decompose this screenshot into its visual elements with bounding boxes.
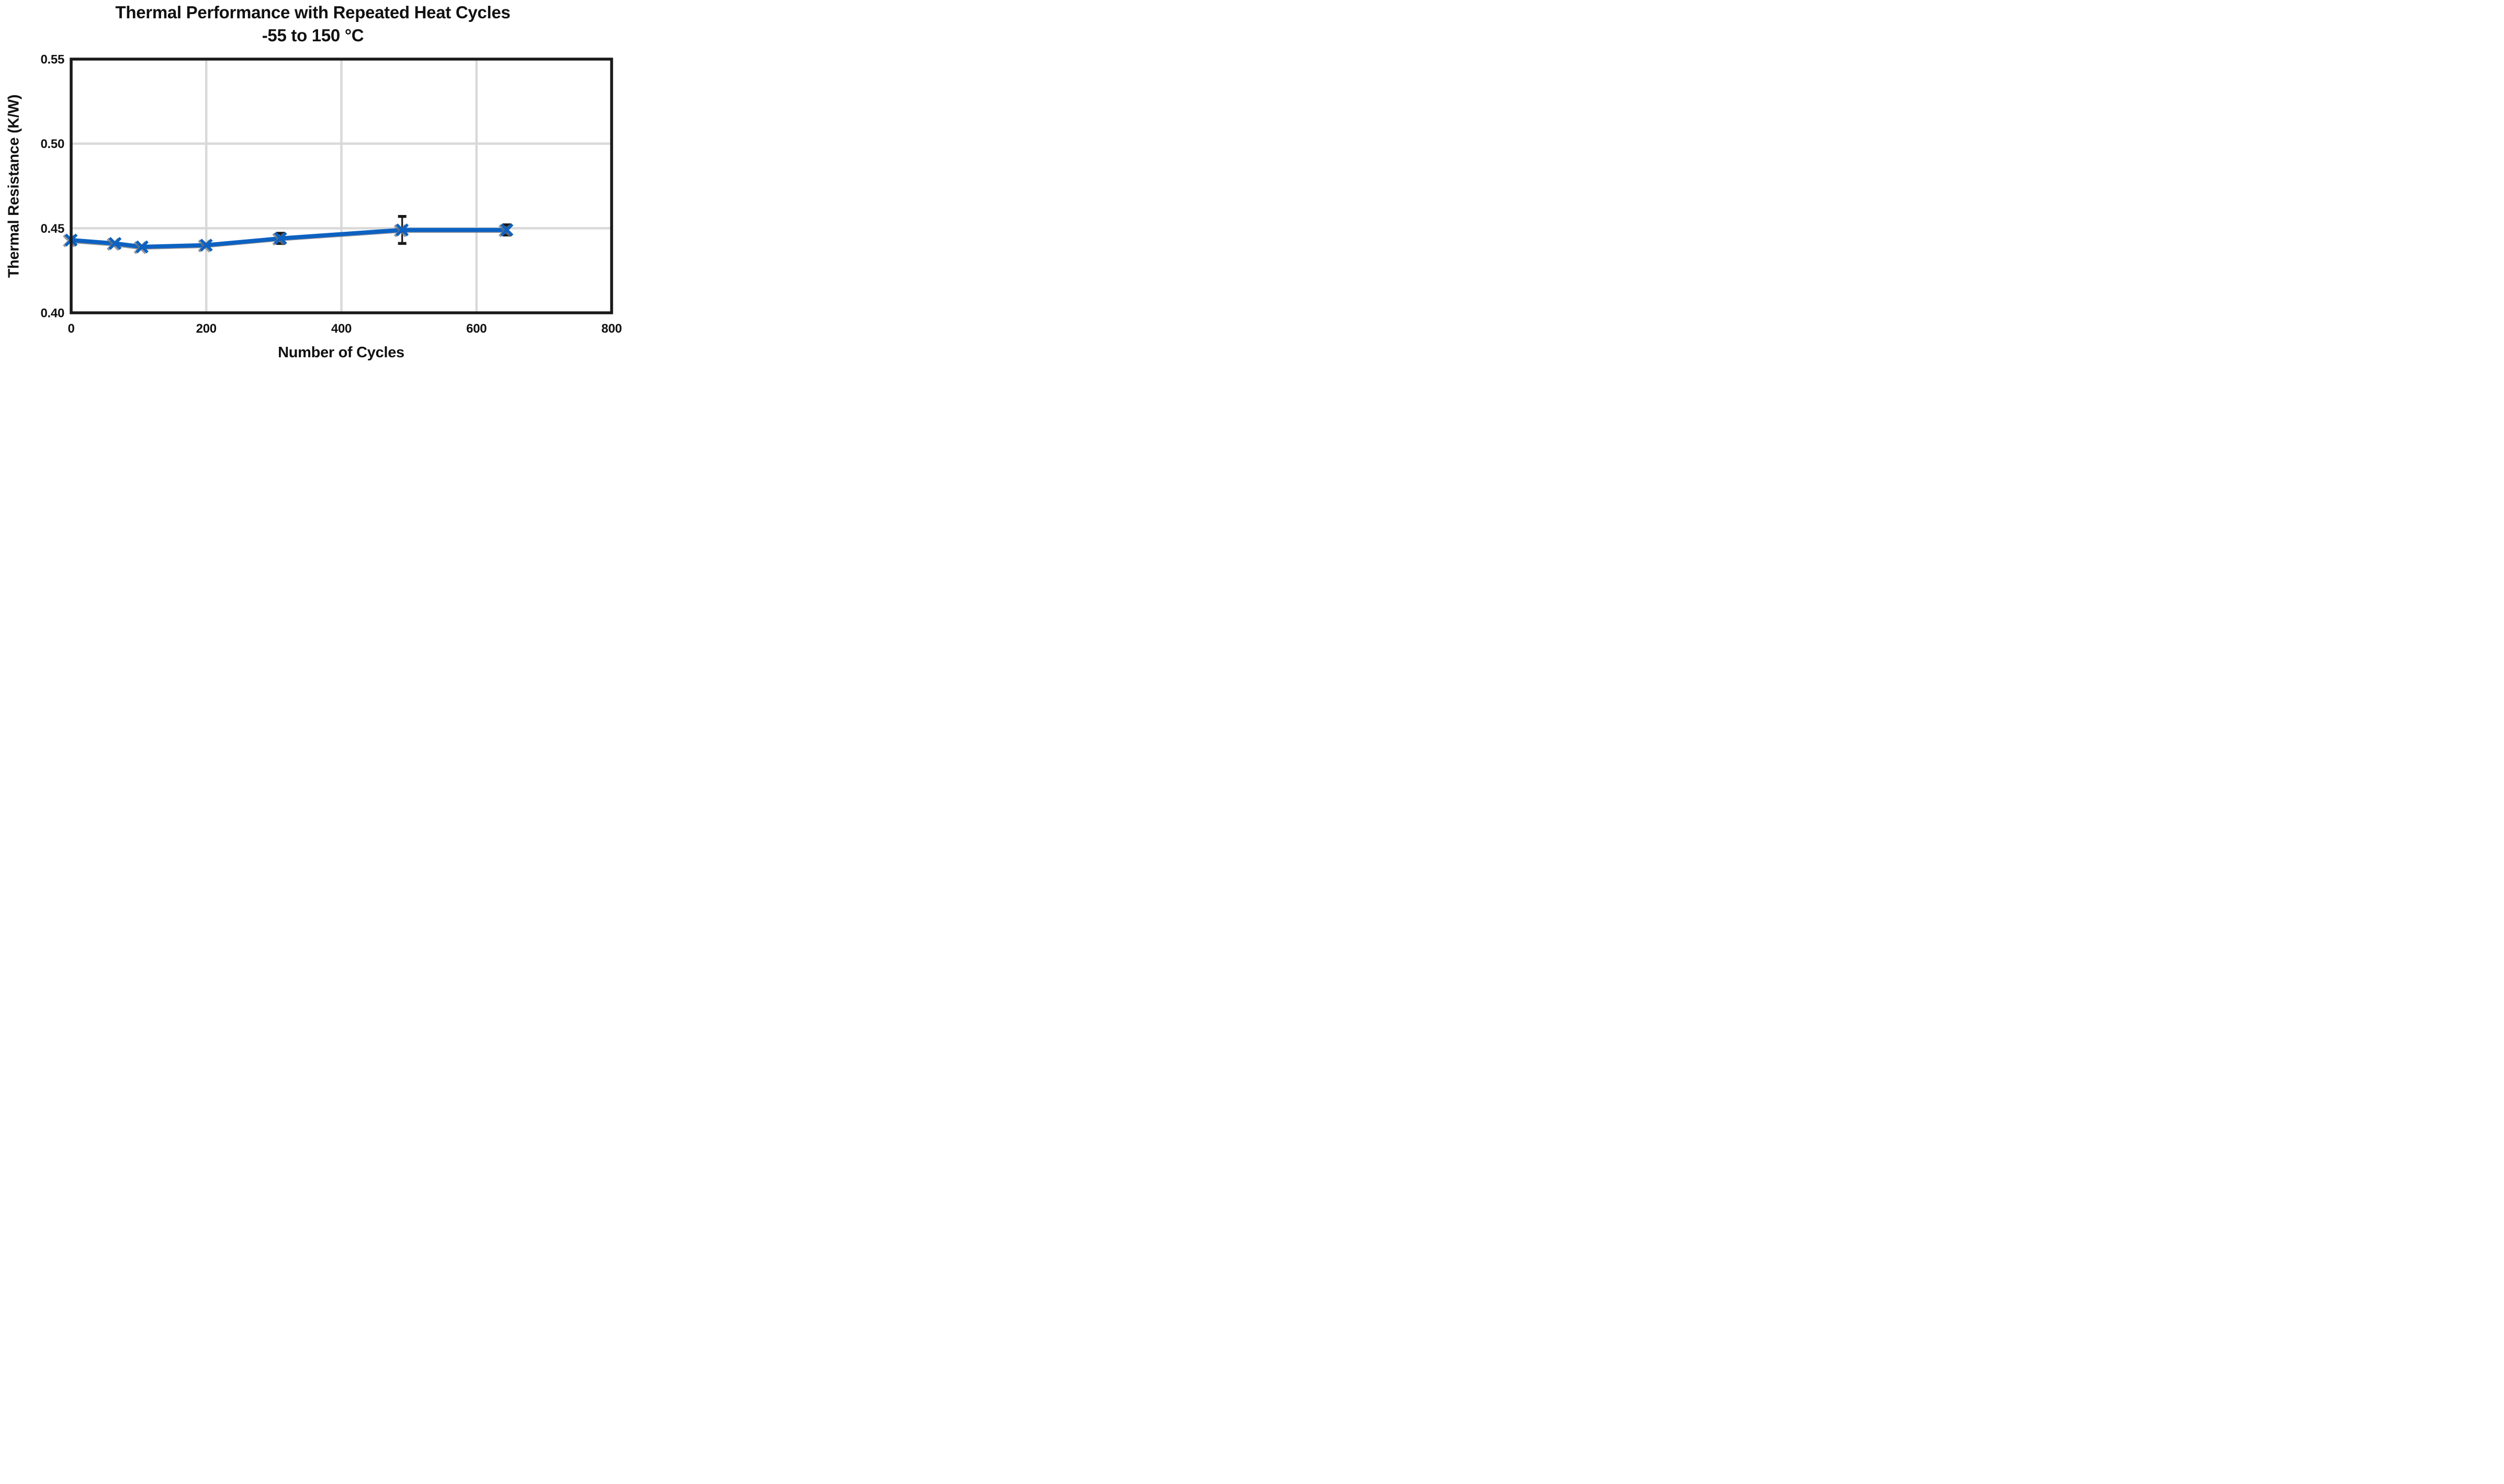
- x-axis-title: Number of Cycles: [278, 344, 404, 361]
- data-point-marker: [396, 223, 409, 237]
- x-tick-label: 800: [601, 322, 622, 336]
- plot-area: 0.55 0.50 0.45 0.400 200 400 600 800: [40, 53, 622, 336]
- data-markers: [64, 223, 514, 254]
- x-tick-label: 400: [331, 322, 352, 336]
- y-tick-label: 0.55: [40, 53, 64, 67]
- data-point-marker: [199, 239, 213, 252]
- x-tick-label: 0: [67, 322, 74, 336]
- chart-title: Thermal Performance with Repeated Heat C…: [0, 1, 626, 47]
- data-point-marker: [500, 223, 514, 237]
- y-tick-label: 0.50: [40, 137, 64, 151]
- x-tick-label: 200: [196, 322, 217, 336]
- data-point-marker: [136, 240, 149, 254]
- y-axis-title: Thermal Resistance (K/W): [5, 94, 22, 278]
- x-tick-label: 600: [466, 322, 487, 336]
- data-point-marker: [274, 232, 287, 245]
- plot-box-spines: [70, 58, 613, 314]
- y-tick-label: 0.40: [40, 307, 64, 321]
- y-tick-label: 0.45: [40, 222, 64, 236]
- figure: Thermal Performance with Repeated Heat C…: [0, 0, 626, 371]
- data-line: [71, 228, 507, 249]
- chart-title-line1: Thermal Performance with Repeated Heat C…: [115, 3, 511, 22]
- data-point-marker: [108, 236, 122, 250]
- chart-title-line2: -55 to 150 °C: [262, 26, 364, 45]
- chart-svg: 0.55 0.50 0.45 0.400 200 400 600 800: [40, 53, 622, 336]
- data-series: [71, 228, 507, 249]
